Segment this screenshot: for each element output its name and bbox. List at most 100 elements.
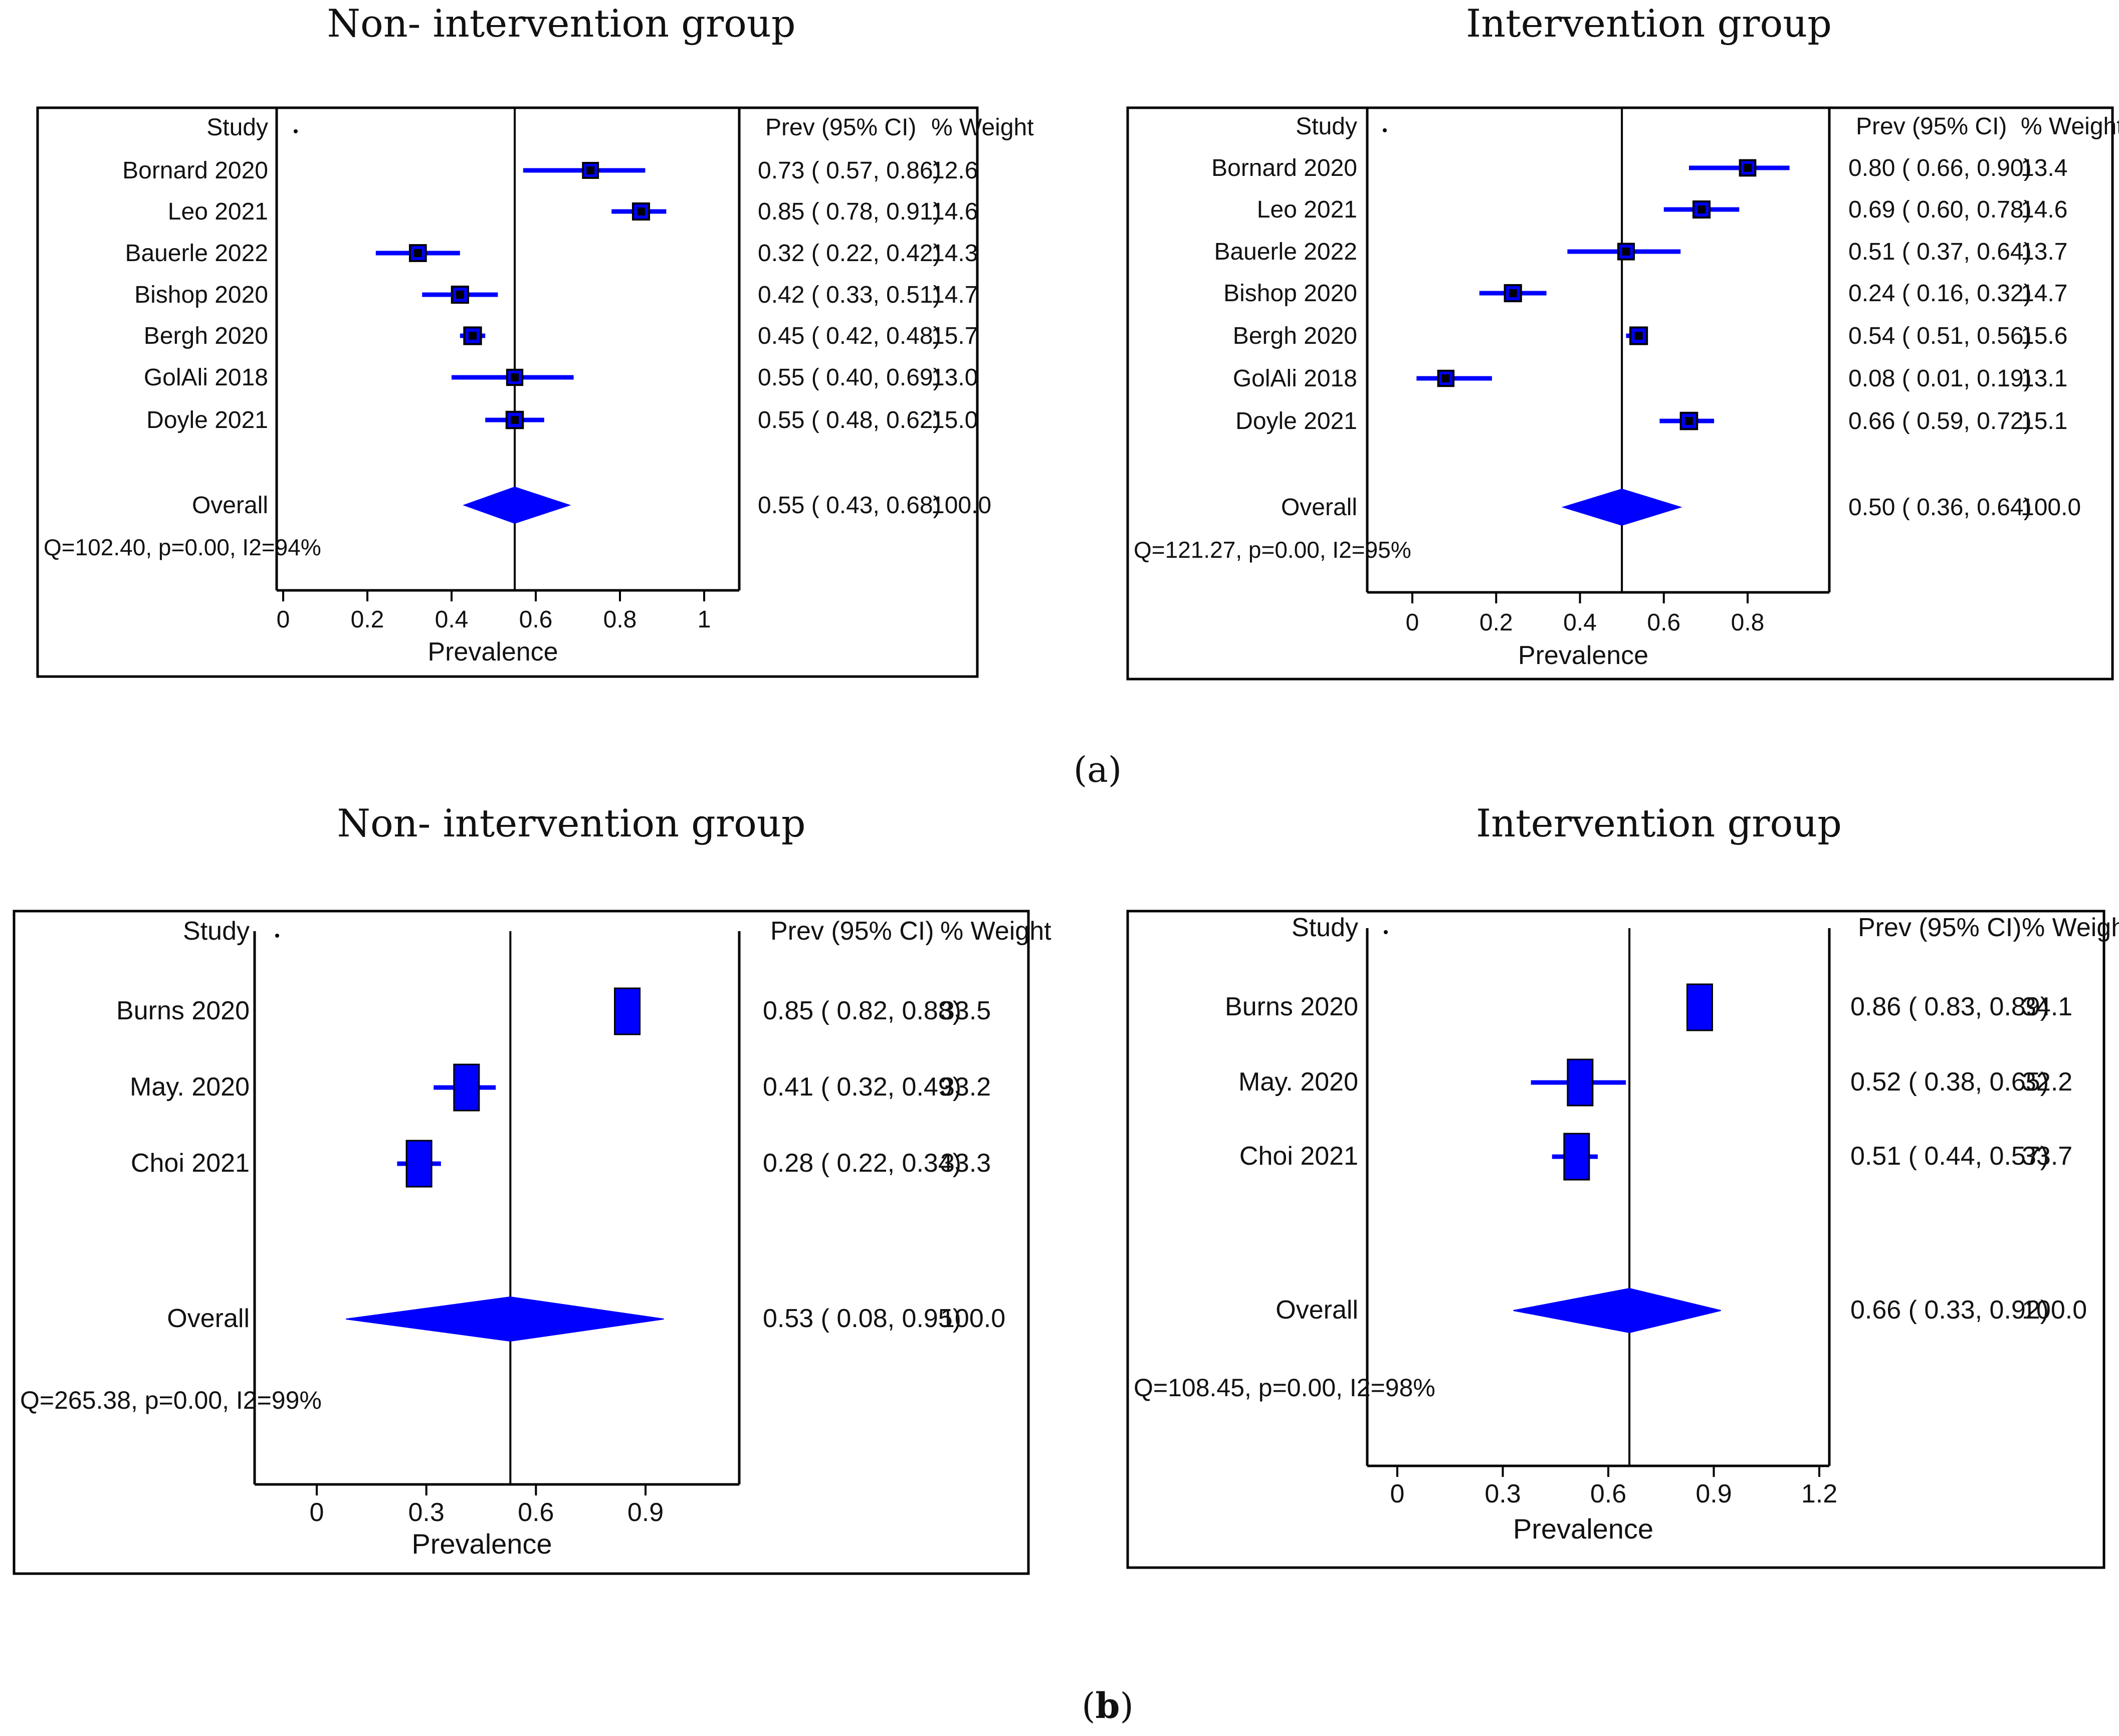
study-name: Bishop 2020 bbox=[1223, 280, 1357, 307]
x-tick-label: 0.9 bbox=[627, 1498, 664, 1527]
study-name: Leo 2021 bbox=[168, 198, 268, 225]
study-name: Doyle 2021 bbox=[146, 407, 268, 433]
study-ci-text: 0.55 ( 0.48, 0.62) bbox=[758, 407, 941, 433]
panel-label-b-open: ( bbox=[1082, 1685, 1096, 1726]
x-tick-label: 0 bbox=[277, 606, 290, 633]
x-axis-label: Prevalence bbox=[1518, 641, 1648, 670]
study-ci-text: 0.80 ( 0.66, 0.90) bbox=[1848, 155, 2032, 181]
header-ci: Prev (95% CI) bbox=[1858, 913, 2022, 942]
x-axis-label: Prevalence bbox=[411, 1528, 552, 1560]
x-axis-label: Prevalence bbox=[428, 637, 558, 667]
overall-diamond bbox=[463, 486, 571, 524]
study-ci-text: 0.32 ( 0.22, 0.42) bbox=[758, 240, 941, 267]
overall-weight: 100.0 bbox=[2021, 494, 2081, 521]
overall-ci-text: 0.55 ( 0.43, 0.68) bbox=[758, 492, 941, 519]
study-ci-text: 0.51 ( 0.44, 0.57) bbox=[1850, 1142, 2049, 1171]
plot-frame bbox=[36, 106, 979, 678]
header-dot bbox=[1384, 930, 1388, 934]
study-ci-text: 0.66 ( 0.59, 0.72) bbox=[1848, 408, 2032, 435]
point-center bbox=[1744, 164, 1752, 172]
point-center bbox=[1509, 289, 1517, 297]
study-weight: 14.6 bbox=[931, 198, 978, 225]
study-weight: 34.1 bbox=[2022, 992, 2072, 1021]
overall-weight: 100.0 bbox=[2022, 1295, 2087, 1325]
point-center bbox=[469, 332, 477, 340]
header-study: Study bbox=[183, 917, 250, 946]
study-name: Bauerle 2022 bbox=[1214, 239, 1357, 265]
x-tick-label: 0.6 bbox=[1647, 609, 1680, 636]
x-tick-label: 0.6 bbox=[519, 606, 553, 633]
heterogeneity-stats: Q=121.27, p=0.00, I2=95% bbox=[1134, 537, 1411, 563]
header-weight: % Weight bbox=[940, 917, 1051, 946]
overall-diamond bbox=[1513, 1287, 1721, 1334]
study-name: Choi 2021 bbox=[131, 1149, 250, 1178]
study-weight: 14.7 bbox=[2021, 280, 2067, 307]
overall-ci-text: 0.50 ( 0.36, 0.64) bbox=[1848, 494, 2032, 521]
study-weight: 15.0 bbox=[931, 407, 978, 433]
header-dot bbox=[275, 934, 279, 938]
point-center bbox=[1684, 417, 1693, 425]
point-center bbox=[413, 249, 422, 257]
header-ci: Prev (95% CI) bbox=[770, 917, 934, 946]
header-ci: Prev (95% CI) bbox=[765, 114, 916, 141]
overall-diamond bbox=[346, 1296, 664, 1342]
study-name: Bergh 2020 bbox=[144, 323, 268, 349]
header-weight: % Weight bbox=[931, 114, 1034, 141]
overall-label: Overall bbox=[1276, 1295, 1358, 1325]
study-weight: 13.4 bbox=[2021, 155, 2067, 181]
x-tick-label: 1 bbox=[698, 606, 711, 633]
x-tick-label: 0 bbox=[1406, 609, 1419, 636]
study-weight: 13.1 bbox=[2021, 365, 2067, 392]
study-weight: 13.0 bbox=[931, 364, 978, 391]
study-ci-text: 0.86 ( 0.83, 0.89) bbox=[1850, 992, 2049, 1021]
study-ci-text: 0.24 ( 0.16, 0.32) bbox=[1848, 280, 2032, 307]
x-tick-label: 0.8 bbox=[1731, 609, 1765, 636]
point-center bbox=[1622, 248, 1630, 256]
study-ci-text: 0.41 ( 0.32, 0.49) bbox=[763, 1072, 961, 1102]
study-weight: 15.6 bbox=[2021, 323, 2067, 349]
header-study: Study bbox=[206, 114, 268, 141]
study-name: Bishop 2020 bbox=[134, 282, 268, 308]
study-weight: 15.1 bbox=[2021, 408, 2067, 435]
study-name: Burns 2020 bbox=[116, 996, 250, 1025]
x-tick-label: 0.4 bbox=[1563, 609, 1597, 636]
point-estimate bbox=[408, 244, 427, 262]
study-ci-text: 0.73 ( 0.57, 0.86) bbox=[758, 157, 941, 184]
study-weight: 15.7 bbox=[931, 323, 978, 349]
study-ci-text: 0.08 ( 0.01, 0.19) bbox=[1848, 365, 2032, 392]
header-study: Study bbox=[1296, 113, 1357, 140]
overall-ci-text: 0.66 ( 0.33, 0.92) bbox=[1850, 1295, 2049, 1325]
heterogeneity-stats: Q=102.40, p=0.00, I2=94% bbox=[44, 534, 321, 560]
study-weight: 33.3 bbox=[940, 1149, 991, 1178]
heterogeneity-stats: Q=108.45, p=0.00, I2=98% bbox=[1134, 1374, 1435, 1402]
point-estimate bbox=[1563, 1133, 1590, 1181]
x-tick-label: 0.2 bbox=[351, 606, 384, 633]
study-name: Bergh 2020 bbox=[1233, 323, 1357, 349]
chart-title: Non- intervention group bbox=[337, 801, 806, 845]
study-ci-text: 0.55 ( 0.40, 0.69) bbox=[758, 364, 941, 391]
x-tick-label: 0 bbox=[310, 1498, 324, 1527]
study-weight: 13.7 bbox=[2021, 239, 2067, 265]
study-ci-text: 0.42 ( 0.33, 0.51) bbox=[758, 282, 941, 308]
panel-label-a: (a) bbox=[1073, 749, 1122, 790]
point-estimate bbox=[614, 987, 641, 1035]
study-ci-text: 0.45 ( 0.42, 0.48) bbox=[758, 323, 941, 349]
x-axis-label: Prevalence bbox=[1513, 1513, 1653, 1545]
header-weight: % Weight bbox=[2021, 113, 2119, 140]
point-estimate bbox=[1686, 983, 1713, 1031]
chart-title: Intervention group bbox=[1466, 1, 1832, 46]
study-name: Burns 2020 bbox=[1225, 992, 1358, 1021]
x-tick-label: 0.3 bbox=[1485, 1479, 1521, 1508]
overall-diamond bbox=[1561, 488, 1682, 526]
header-ci: Prev (95% CI) bbox=[1856, 113, 2007, 140]
overall-weight: 100.0 bbox=[940, 1304, 1005, 1333]
overall-ci-text: 0.53 ( 0.08, 0.95) bbox=[763, 1304, 961, 1333]
study-name: Bornard 2020 bbox=[1211, 155, 1357, 181]
study-name: May. 2020 bbox=[1238, 1067, 1358, 1097]
study-name: May. 2020 bbox=[130, 1072, 250, 1102]
